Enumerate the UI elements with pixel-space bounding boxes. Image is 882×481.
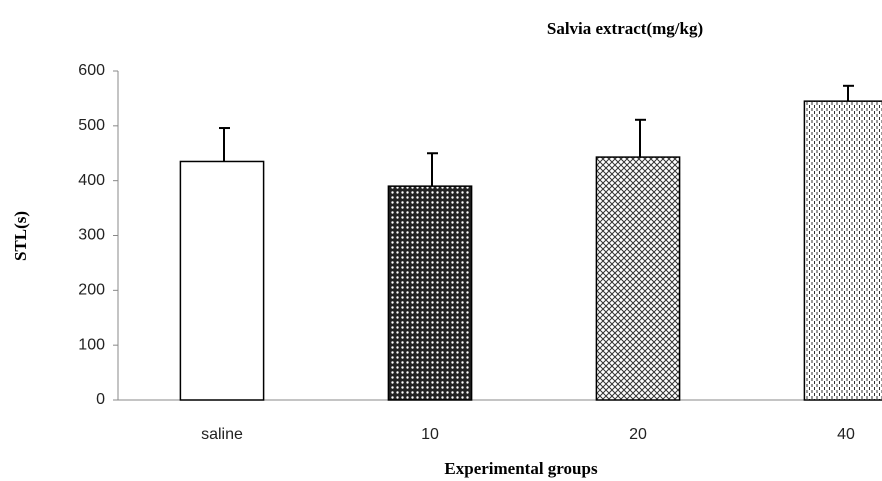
y-tick-label: 200: [78, 282, 105, 299]
x-tick-label: 10: [421, 426, 439, 443]
x-tick-label: 40: [837, 426, 855, 443]
y-tick-label: 500: [78, 117, 105, 134]
x-tick-label: 20: [629, 426, 647, 443]
bar: [387, 185, 473, 401]
y-axis-label: STL(s): [11, 211, 30, 261]
x-tick-label: saline: [201, 426, 243, 443]
bar: [595, 156, 681, 401]
x-axis-label: Experimental groups: [444, 459, 598, 478]
y-tick-label: 600: [78, 62, 105, 79]
bar: [179, 160, 265, 401]
y-tick-label: 100: [78, 336, 105, 353]
y-tick-label: 300: [78, 227, 105, 244]
y-tick-label: 400: [78, 172, 105, 189]
chart-title: Salvia extract(mg/kg): [547, 19, 703, 38]
bar: [803, 100, 882, 401]
y-tick-label: 0: [96, 391, 105, 408]
